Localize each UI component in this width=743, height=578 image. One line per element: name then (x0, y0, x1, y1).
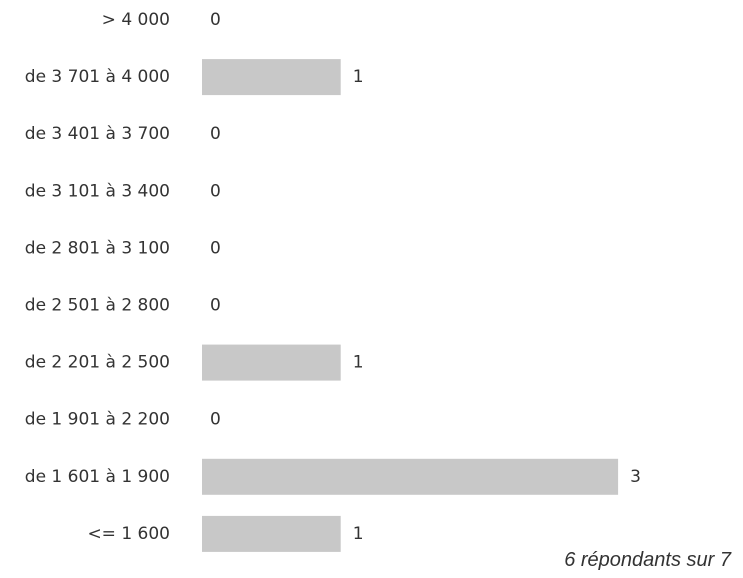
category-label: de 3 701 à 4 000 (25, 67, 170, 87)
value-label: 1 (353, 353, 364, 373)
value-label: 1 (353, 67, 364, 87)
value-label: 0 (210, 10, 221, 30)
category-label: de 1 601 à 1 900 (25, 467, 170, 487)
value-label: 0 (210, 296, 221, 316)
category-label: de 2 501 à 2 800 (25, 296, 170, 316)
category-label: de 3 401 à 3 700 (25, 124, 170, 144)
category-label: de 2 201 à 2 500 (25, 353, 170, 373)
category-label: <= 1 600 (87, 524, 170, 544)
value-label: 0 (210, 181, 221, 201)
category-label: > 4 000 (102, 10, 170, 30)
bar (202, 59, 341, 96)
value-label: 0 (210, 238, 221, 258)
value-label: 1 (353, 524, 364, 544)
category-label: de 1 901 à 2 200 (25, 410, 170, 430)
respondents-note: 6 répondants sur 7 (564, 549, 731, 571)
value-label: 3 (630, 467, 641, 487)
bar (202, 344, 341, 381)
bar (202, 458, 619, 495)
category-label: de 2 801 à 3 100 (25, 238, 170, 258)
bar (202, 515, 341, 552)
category-label: de 3 101 à 3 400 (25, 181, 170, 201)
value-label: 0 (210, 410, 221, 430)
value-label: 0 (210, 124, 221, 144)
